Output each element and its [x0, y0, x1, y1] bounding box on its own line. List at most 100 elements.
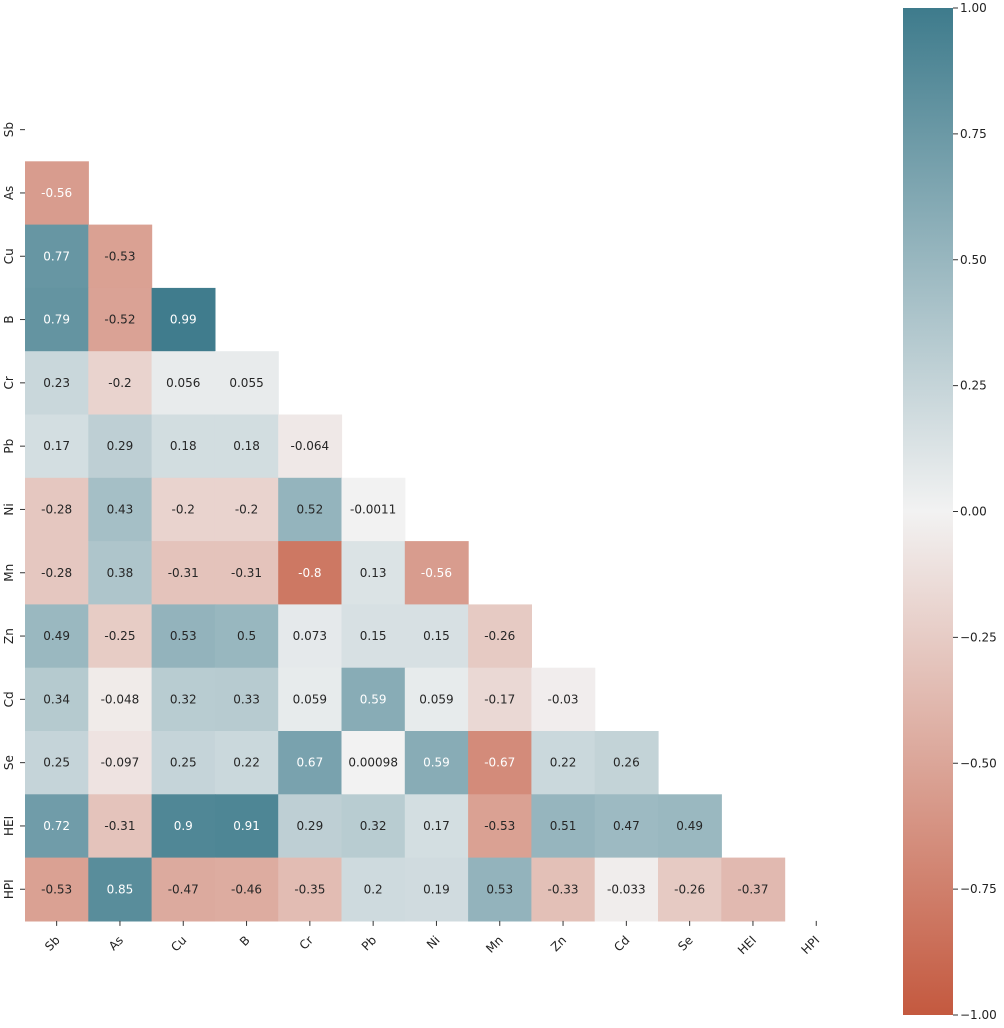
y-tick-label-Ni: Ni — [2, 503, 16, 515]
heatmap-cell-HPI-B — [214, 857, 279, 922]
colorbar-tick-label: 0.75 — [960, 127, 987, 141]
heatmap-cell-Se-Cr — [278, 731, 343, 795]
cell-label-Pb-Cr: -0.064 — [291, 439, 330, 453]
heatmap-cell-HPI-Se — [658, 857, 722, 922]
heatmap-cell-HPI-Cu — [151, 857, 216, 922]
cell-label-B-As: -0.52 — [104, 313, 135, 327]
heatmap-cell-Zn-Pb — [341, 604, 406, 669]
heatmap-cell-Se-Sb — [25, 731, 89, 795]
cell-label-Mn-Pb: 0.13 — [360, 566, 387, 580]
heatmap-cell-HEI-Ni — [404, 794, 469, 859]
cell-label-Mn-Cu: -0.31 — [168, 566, 199, 580]
cell-label-Zn-Ni: 0.15 — [423, 629, 450, 643]
cell-label-Pb-B: 0.18 — [233, 439, 260, 453]
colorbar — [903, 8, 953, 1015]
cell-label-Mn-Ni: -0.56 — [421, 566, 452, 580]
heatmap-cell-Se-Cd — [594, 731, 659, 795]
heatmap-cell-Ni-Cr — [278, 477, 343, 542]
cell-label-HEI-Ni: 0.17 — [423, 819, 450, 833]
heatmap-cell-Ni-As — [88, 477, 153, 542]
colorbar-tick-label: 0.50 — [960, 253, 987, 267]
heatmap-cell-HPI-HEI — [721, 857, 786, 922]
heatmap-cell-Cd-Pb — [341, 667, 406, 732]
cell-label-Ni-Cr: 0.52 — [296, 502, 323, 516]
cell-label-Cr-B: 0.055 — [229, 376, 263, 390]
heatmap-cell-HEI-B — [214, 794, 279, 859]
heatmap-cell-HPI-Sb — [25, 857, 89, 922]
cell-label-Zn-Sb: 0.49 — [43, 629, 70, 643]
heatmap-cell-Cr-As — [88, 351, 153, 416]
cell-label-Ni-Cu: -0.2 — [172, 502, 195, 516]
heatmap-cell-Mn-Cr — [278, 541, 343, 605]
cell-label-Pb-Cu: 0.18 — [170, 439, 197, 453]
x-tick-label-Cr: Cr — [297, 933, 316, 952]
cell-label-Se-Cr: 0.67 — [296, 756, 323, 770]
heatmap-cell-Ni-Sb — [25, 477, 89, 542]
cell-label-HEI-Mn: -0.53 — [484, 819, 515, 833]
y-tick-label-Cr: Cr — [2, 376, 16, 389]
cell-label-Pb-As: 0.29 — [107, 439, 134, 453]
heatmap-cell-Se-Ni — [404, 731, 469, 795]
colorbar-tick-label: 0.25 — [960, 379, 987, 393]
y-tick-label-Se: Se — [2, 755, 16, 770]
cell-label-HPI-Mn: 0.53 — [486, 882, 513, 896]
cell-label-Cd-Ni: 0.059 — [419, 692, 453, 706]
cell-label-Cd-Zn: -0.03 — [548, 692, 579, 706]
heatmap-cell-Cd-As — [88, 667, 153, 732]
heatmap-cell-Cd-Mn — [468, 667, 532, 732]
cell-label-Se-B: 0.22 — [233, 756, 260, 770]
cell-label-B-Sb: 0.79 — [43, 313, 70, 327]
cell-label-Mn-Sb: -0.28 — [41, 566, 72, 580]
colorbar-tick-label: −1.00 — [960, 1008, 997, 1022]
heatmap-cell-HEI-Pb — [341, 794, 406, 859]
cell-label-Ni-As: 0.43 — [107, 502, 134, 516]
colorbar-tick-label: −0.50 — [960, 756, 997, 770]
heatmap-cell-Ni-Cu — [151, 477, 216, 542]
cell-label-HPI-Cu: -0.47 — [168, 882, 199, 896]
heatmap-cell-HPI-Pb — [341, 857, 406, 922]
x-tick-label-HPI: HPI — [798, 933, 822, 957]
cell-label-HEI-B: 0.91 — [233, 819, 260, 833]
cell-label-Mn-B: -0.31 — [231, 566, 262, 580]
heatmap-cell-Cu-Sb — [25, 224, 89, 289]
colorbar-tick-label: −0.25 — [960, 630, 997, 644]
cell-label-HPI-Se: -0.26 — [674, 882, 705, 896]
cell-label-HPI-Ni: 0.19 — [423, 882, 450, 896]
cell-label-Zn-Cu: 0.53 — [170, 629, 197, 643]
cell-label-Se-As: -0.097 — [101, 756, 140, 770]
heatmap-cell-Zn-Cu — [151, 604, 216, 669]
cell-label-Cd-Sb: 0.34 — [43, 692, 70, 706]
heatmap-cell-B-As — [88, 287, 153, 352]
cell-label-HEI-Cr: 0.29 — [296, 819, 323, 833]
cell-label-Cd-As: -0.048 — [101, 692, 140, 706]
cell-label-Cu-As: -0.53 — [104, 249, 135, 263]
heatmap-cell-Cd-Zn — [531, 667, 596, 732]
x-tick-label-Se: Se — [675, 933, 696, 954]
heatmap-cell-B-Sb — [25, 287, 89, 352]
y-tick-label-Mn: Mn — [2, 564, 16, 582]
cell-label-HEI-Se: 0.49 — [676, 819, 703, 833]
heatmap-cell-HEI-As — [88, 794, 153, 859]
cell-label-HPI-Pb: 0.2 — [364, 882, 383, 896]
heatmap-cell-Cr-B — [214, 351, 279, 416]
heatmap-cell-HEI-Zn — [531, 794, 596, 859]
heatmap-cell-HEI-Cr — [278, 794, 343, 859]
cell-label-Cr-Sb: 0.23 — [43, 376, 70, 390]
cell-label-Cr-As: -0.2 — [108, 376, 131, 390]
cell-label-HPI-B: -0.46 — [231, 882, 262, 896]
x-tick-label-Cu: Cu — [168, 933, 189, 954]
x-tick-label-Cd: Cd — [611, 933, 632, 954]
heatmap-cell-Zn-As — [88, 604, 153, 669]
cell-label-HEI-Pb: 0.32 — [360, 819, 387, 833]
heatmap-cell-HPI-Ni — [404, 857, 469, 922]
cell-label-Se-Pb: 0.00098 — [348, 756, 398, 770]
heatmap-cell-Zn-B — [214, 604, 279, 669]
cell-label-Cu-Sb: 0.77 — [43, 249, 70, 263]
heatmap-cell-Mn-As — [88, 541, 153, 605]
cell-label-Zn-Cr: 0.073 — [293, 629, 327, 643]
heatmap-cell-HEI-Sb — [25, 794, 89, 859]
cell-label-Cd-Cr: 0.059 — [293, 692, 327, 706]
heatmap-cell-Zn-Mn — [468, 604, 532, 669]
cell-label-HEI-Cd: 0.47 — [613, 819, 640, 833]
heatmap-cell-Pb-Sb — [25, 414, 89, 479]
